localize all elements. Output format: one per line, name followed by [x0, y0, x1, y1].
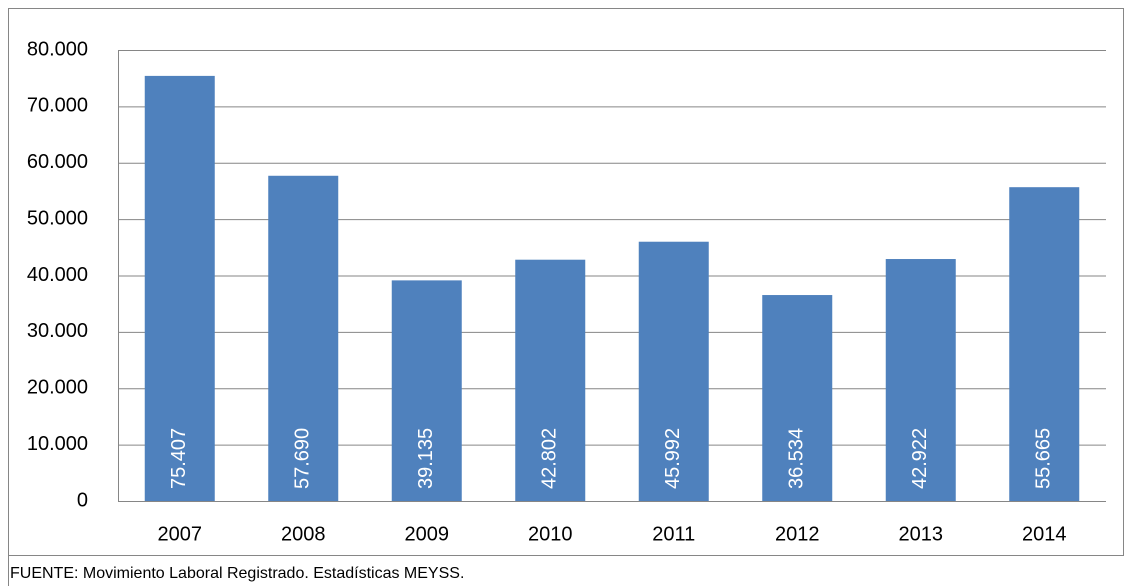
value-label: 75.407 [168, 428, 190, 489]
x-tick-label: 2014 [1022, 523, 1067, 545]
y-tick-label: 80.000 [27, 38, 88, 60]
value-label: 55.665 [1033, 428, 1055, 489]
y-tick-label: 40.000 [27, 264, 88, 286]
x-tick-label: 2012 [775, 523, 820, 545]
value-label: 42.922 [909, 428, 931, 489]
chart-frame [8, 8, 1124, 556]
y-tick-label: 70.000 [27, 95, 88, 117]
y-tick-label: 10.000 [27, 433, 88, 455]
y-tick-label: 30.000 [27, 320, 88, 342]
y-tick-label: 20.000 [27, 377, 88, 399]
x-tick-label: 2007 [158, 523, 203, 545]
bar [1009, 187, 1080, 501]
value-label: 57.690 [292, 428, 314, 489]
x-tick-label: 2008 [281, 523, 326, 545]
value-label: 36.534 [786, 428, 808, 489]
value-label: 39.135 [415, 428, 437, 489]
bar [762, 295, 833, 501]
y-tick-label: 60.000 [27, 151, 88, 173]
value-label: 45.992 [662, 428, 684, 489]
bar [885, 259, 956, 501]
value-label: 42.802 [539, 428, 561, 489]
bar [144, 75, 215, 501]
y-tick-label: 50.000 [27, 207, 88, 229]
x-tick-label: 2009 [405, 523, 450, 545]
bar [391, 280, 462, 501]
y-tick-label: 0 [77, 489, 88, 511]
x-tick-label: 2013 [899, 523, 944, 545]
bar [268, 175, 339, 501]
x-tick-label: 2010 [528, 523, 573, 545]
bar [515, 259, 586, 501]
x-tick-label: 2011 [652, 523, 695, 545]
source-note: FUENTE: Movimiento Laboral Registrado. E… [10, 565, 464, 582]
bar [638, 241, 709, 501]
